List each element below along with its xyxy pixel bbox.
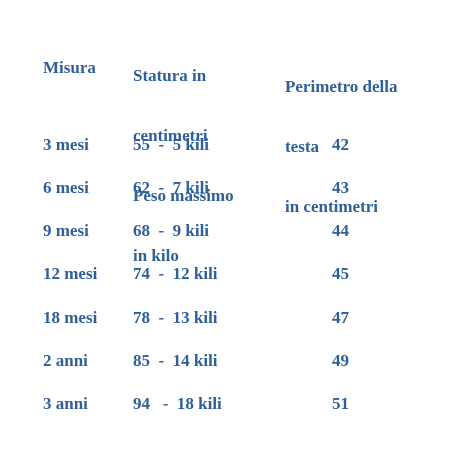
header-statura-line: centimetri: [133, 126, 208, 145]
header-statura-line: Peso massimo: [133, 186, 234, 205]
row-misura: 18 mesi: [43, 308, 98, 327]
header-perimetro-line: Perimetro della: [285, 77, 398, 96]
row-statura-peso: 94 - 18 kili: [133, 394, 222, 413]
row-perimetro: 51: [332, 394, 349, 413]
row-perimetro: 44: [332, 221, 349, 240]
row-misura: 6 mesi: [43, 178, 89, 197]
row-misura: 9 mesi: [43, 221, 89, 240]
header-misura: Misura: [43, 58, 96, 77]
row-perimetro: 47: [332, 308, 349, 327]
row-statura-peso: 55 - 5 kili: [133, 135, 210, 154]
row-misura: 12 mesi: [43, 264, 98, 283]
row-statura-peso: 62 - 7 kili: [133, 178, 210, 197]
header-statura-line: Statura in: [133, 66, 207, 85]
row-statura-peso: 85 - 14 kili: [133, 351, 218, 370]
row-misura: 3 mesi: [43, 135, 89, 154]
header-perimetro-line: in centimetri: [285, 197, 378, 216]
row-perimetro: 45: [332, 264, 349, 283]
row-misura: 3 anni: [43, 394, 88, 413]
row-statura-peso: 68 - 9 kili: [133, 221, 210, 240]
row-perimetro: 49: [332, 351, 349, 370]
header-perimetro: Perimetro della testa in centimetri: [285, 37, 398, 257]
row-misura: 2 anni: [43, 351, 88, 370]
row-perimetro: 43: [332, 178, 349, 197]
header-perimetro-line: testa: [285, 137, 319, 156]
row-statura-peso: 74 - 12 kili: [133, 264, 218, 283]
header-statura-peso: Statura in centimetri Peso massimo in ki…: [133, 26, 234, 306]
header-statura-line: in kilo: [133, 246, 179, 265]
row-statura-peso: 78 - 13 kili: [133, 308, 218, 327]
row-perimetro: 42: [332, 135, 349, 154]
